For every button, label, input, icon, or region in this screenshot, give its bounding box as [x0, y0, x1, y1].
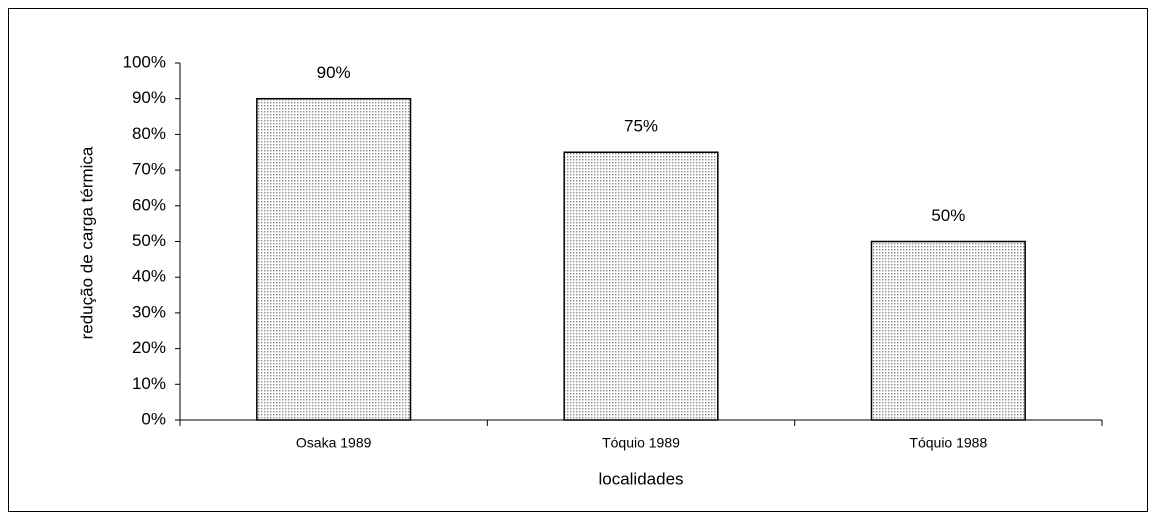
- y-tick-label: 60%: [132, 195, 166, 214]
- value-label: 75%: [624, 117, 658, 136]
- y-tick-label: 10%: [132, 374, 166, 393]
- bar: [563, 151, 719, 421]
- y-tick-label: 30%: [132, 302, 166, 321]
- x-tick-label: Tóquio 1988: [909, 435, 987, 451]
- y-axis-label: redução de carga térmica: [77, 146, 96, 339]
- y-tick-label: 100%: [123, 52, 166, 71]
- bar: [256, 97, 412, 421]
- chart-frame: [8, 8, 1148, 512]
- y-tick-label: 0%: [141, 409, 166, 428]
- x-tick-label: Tóquio 1989: [602, 435, 680, 451]
- x-axis-label: localidades: [598, 469, 683, 488]
- value-label: 90%: [317, 63, 351, 82]
- y-tick-label: 50%: [132, 231, 166, 250]
- y-tick-label: 80%: [132, 124, 166, 143]
- value-label: 50%: [931, 206, 965, 225]
- bar: [870, 240, 1026, 421]
- x-tick-label: Osaka 1989: [296, 435, 372, 451]
- y-tick-label: 20%: [132, 338, 166, 357]
- y-tick-label: 40%: [132, 267, 166, 286]
- y-tick-label: 90%: [132, 88, 166, 107]
- y-tick-label: 70%: [132, 160, 166, 179]
